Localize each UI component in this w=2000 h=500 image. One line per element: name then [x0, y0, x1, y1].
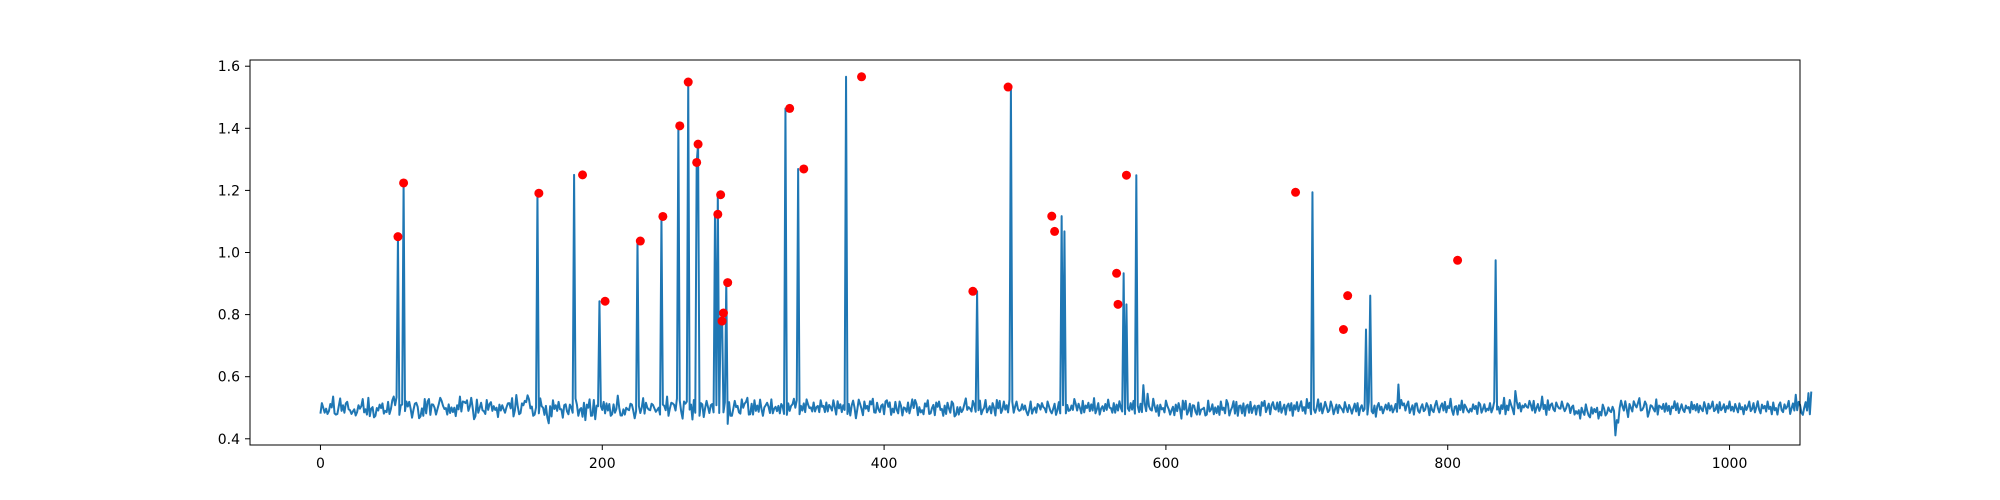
y-tick-label: 0.6: [218, 370, 240, 386]
y-tick-label: 1.0: [218, 246, 240, 262]
peak-marker: [1047, 211, 1057, 221]
peak-marker: [857, 72, 867, 82]
x-tick-label: 800: [1434, 456, 1461, 472]
peak-marker: [785, 103, 795, 113]
x-tick-label: 1000: [1712, 456, 1748, 472]
plot-area: [319, 72, 1813, 437]
y-tick-label: 0.8: [218, 308, 240, 324]
peak-markers: [393, 72, 1463, 334]
peak-marker: [968, 286, 978, 296]
peak-marker: [693, 139, 703, 149]
peak-marker: [692, 157, 702, 167]
peak-marker: [578, 170, 588, 180]
plot-frame: [249, 59, 1801, 446]
y-axis: 0.4 0.6 0.8 1.0 1.2 1.4 1.6: [218, 59, 250, 448]
peak-marker: [799, 164, 809, 174]
peak-marker: [1453, 255, 1463, 265]
x-tick-label: 200: [589, 456, 616, 472]
peak-marker: [393, 232, 403, 242]
y-tick-label: 1.2: [218, 183, 240, 199]
peak-marker: [1112, 268, 1122, 278]
x-tick-label: 0: [316, 456, 325, 472]
peak-marker: [675, 121, 685, 131]
x-tick-label: 600: [1153, 456, 1180, 472]
peak-marker: [716, 190, 726, 200]
peak-marker: [658, 211, 668, 221]
peak-marker: [1113, 299, 1123, 309]
x-axis: 0 200 400 600 800 1000: [316, 445, 1747, 472]
peak-marker: [718, 308, 728, 318]
peak-marker: [723, 278, 733, 288]
peak-marker: [1003, 82, 1013, 92]
peak-marker: [1291, 187, 1301, 197]
y-tick-label: 0.4: [218, 432, 240, 448]
peak-marker: [534, 188, 544, 198]
peak-marker: [399, 178, 409, 188]
peak-marker: [600, 296, 610, 306]
peak-marker: [683, 77, 693, 87]
peak-marker: [1343, 291, 1353, 301]
y-tick-label: 1.4: [218, 121, 240, 137]
peak-marker: [1121, 170, 1131, 180]
peak-marker: [713, 209, 723, 219]
peak-marker: [717, 316, 727, 326]
y-tick-label: 1.6: [218, 59, 240, 75]
peak-marker: [635, 236, 645, 246]
peak-marker: [1050, 226, 1060, 236]
x-tick-label: 400: [871, 456, 898, 472]
peak-marker: [1338, 325, 1348, 334]
series-line: [319, 75, 1813, 437]
